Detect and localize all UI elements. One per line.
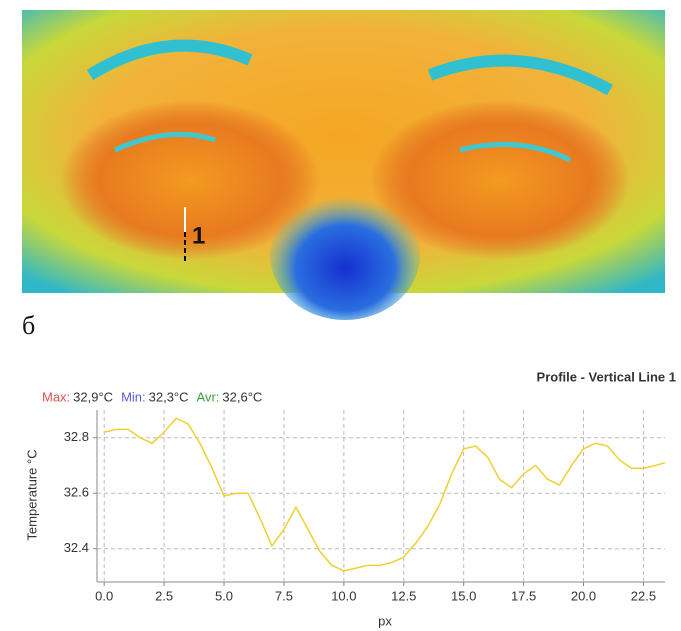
x-tick-label: 12.5 [391, 588, 416, 603]
x-tick-label: 10.0 [331, 588, 356, 603]
chart-title: Profile - Vertical Line 1 [537, 369, 676, 384]
x-tick-label: 17.5 [511, 588, 536, 603]
x-tick-label: 7.5 [275, 588, 293, 603]
stat-label: Avr: [197, 389, 220, 404]
y-tick-label: 32.6 [64, 485, 89, 500]
line [104, 418, 665, 571]
stats: Max:32,9°C Min:32,3°C Avr:32,6°C [42, 389, 262, 404]
figure: 1 б Profile - Vertical Line 1 Max:32,9°C… [0, 0, 681, 631]
x-tick-label: 22.5 [631, 588, 656, 603]
x-tick-label: 20.0 [571, 588, 596, 603]
y-axis-label: Temperature °C [24, 449, 39, 540]
x-axis-label: px [378, 613, 392, 628]
stat-value: 32,9°C [73, 389, 113, 404]
stat-value: 32,6°C [222, 389, 262, 404]
panel-label: б [22, 311, 35, 340]
x-tick-label: 0.0 [95, 588, 113, 603]
x-tick-label: 5.0 [215, 588, 233, 603]
y-tick-label: 32.4 [64, 540, 89, 555]
x-tick-label: 15.0 [451, 588, 476, 603]
stat-label: Min: [121, 389, 146, 404]
stat-label: Max: [42, 389, 70, 404]
thermal-image: 1 [22, 10, 665, 320]
y-tick-label: 32.8 [64, 429, 89, 444]
stat-value: 32,3°C [149, 389, 189, 404]
marker-label: 1 [192, 222, 205, 249]
x-tick-label: 2.5 [155, 588, 173, 603]
